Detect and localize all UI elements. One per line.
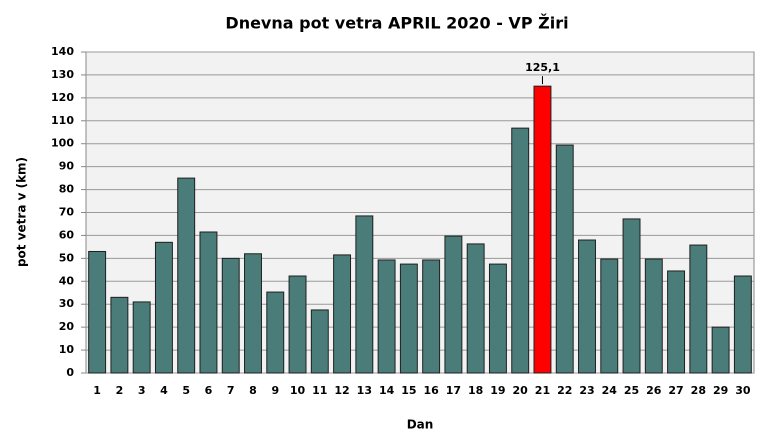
y-tick-label: 110 xyxy=(51,114,74,127)
x-tick-label: 16 xyxy=(423,384,439,397)
bar xyxy=(310,309,329,374)
bar xyxy=(689,244,708,374)
x-tick-label: 7 xyxy=(227,384,235,397)
x-tick-label: 19 xyxy=(490,384,505,397)
bar xyxy=(154,241,173,374)
bar xyxy=(711,326,730,374)
x-tick-label: 6 xyxy=(205,384,213,397)
bar xyxy=(221,257,240,374)
bar xyxy=(399,263,418,374)
x-tick-label: 23 xyxy=(579,384,594,397)
x-tick-label: 15 xyxy=(401,384,416,397)
x-tick-label: 13 xyxy=(357,384,372,397)
y-tick-label: 0 xyxy=(66,366,74,379)
bar xyxy=(578,239,596,374)
x-tick-label: 26 xyxy=(646,384,662,397)
y-tick-label: 30 xyxy=(59,297,75,310)
y-tick-label: 50 xyxy=(59,251,75,264)
chart-title: Dnevna pot vetra APRIL 2020 - VP Žiri xyxy=(225,14,568,33)
x-tick-label: 21 xyxy=(535,384,550,397)
bar xyxy=(110,296,129,374)
bar xyxy=(177,177,196,374)
x-tick-label: 2 xyxy=(116,384,124,397)
x-tick-label: 8 xyxy=(249,384,257,397)
x-tick-label: 22 xyxy=(557,384,572,397)
bar xyxy=(466,243,485,374)
bar xyxy=(88,250,107,374)
x-tick-label: 29 xyxy=(713,384,728,397)
x-tick-label: 24 xyxy=(602,384,618,397)
bar xyxy=(644,258,663,374)
bar xyxy=(600,258,619,374)
x-tick-label: 1 xyxy=(93,384,101,397)
bar xyxy=(444,235,463,374)
y-tick-label: 20 xyxy=(59,320,75,333)
bar xyxy=(422,259,441,374)
bar xyxy=(132,301,151,374)
x-tick-label: 30 xyxy=(735,384,751,397)
y-tick-label: 100 xyxy=(51,137,74,150)
x-tick-label: 5 xyxy=(182,384,190,397)
bar xyxy=(667,270,686,374)
bar xyxy=(533,85,552,374)
x-tick-label: 12 xyxy=(334,384,349,397)
bar xyxy=(488,263,507,374)
y-tick-label: 40 xyxy=(59,274,75,287)
x-tick-label: 14 xyxy=(379,384,395,397)
x-tick-label: 27 xyxy=(668,384,683,397)
y-tick-label: 70 xyxy=(59,206,75,219)
y-tick-label: 10 xyxy=(59,343,75,356)
x-tick-label: 18 xyxy=(468,384,483,397)
bar xyxy=(199,231,218,374)
x-tick-label: 11 xyxy=(312,384,327,397)
y-tick-label: 140 xyxy=(51,45,74,58)
x-tick-label: 9 xyxy=(271,384,279,397)
x-tick-label: 3 xyxy=(138,384,146,397)
y-axis-title: pot vetra v (km) xyxy=(15,157,29,267)
x-tick-label: 10 xyxy=(290,384,306,397)
bar xyxy=(377,259,396,374)
bar xyxy=(733,275,752,374)
y-tick-label: 130 xyxy=(51,68,74,81)
y-tick-label: 90 xyxy=(59,160,75,173)
bar xyxy=(511,127,530,374)
y-tick-label: 80 xyxy=(59,183,75,196)
bar xyxy=(622,218,641,374)
x-tick-label: 4 xyxy=(160,384,168,397)
value-label: 125,1 xyxy=(525,61,560,74)
x-tick-label: 25 xyxy=(624,384,639,397)
bar xyxy=(333,254,352,374)
bar xyxy=(244,253,262,374)
bar xyxy=(266,291,285,374)
y-tick-label: 120 xyxy=(51,91,74,104)
x-tick-label: 17 xyxy=(446,384,461,397)
x-tick-label: 20 xyxy=(513,384,529,397)
bar xyxy=(555,144,574,374)
x-tick-label: 28 xyxy=(691,384,706,397)
y-tick-label: 60 xyxy=(59,228,75,241)
bar xyxy=(288,275,307,374)
bar xyxy=(355,215,374,374)
x-axis-title: Dan xyxy=(407,418,434,432)
